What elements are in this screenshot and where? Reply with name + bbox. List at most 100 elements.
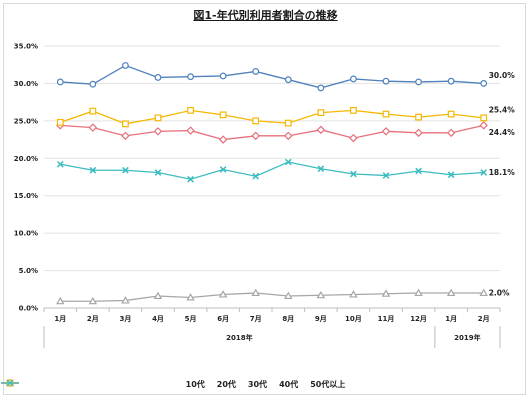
x-tick-label: 10月	[345, 315, 362, 323]
series-4: 25.4%	[56, 105, 515, 128]
x-tick-label: 9月	[315, 315, 327, 323]
data-point	[447, 171, 455, 179]
y-tick-label: 5.0%	[19, 267, 38, 275]
data-point	[349, 133, 358, 143]
data-point	[251, 131, 260, 141]
data-point	[252, 172, 260, 180]
data-point	[316, 290, 326, 299]
data-point	[415, 113, 422, 121]
legend-label: 30代	[247, 380, 268, 389]
data-point	[316, 125, 326, 135]
data-point	[480, 80, 488, 87]
data-point	[153, 291, 163, 300]
data-point	[479, 288, 488, 297]
data-point	[56, 78, 64, 86]
data-point	[252, 68, 260, 75]
series-line	[60, 109, 484, 125]
x-tick-label: 5月	[185, 315, 197, 323]
data-point	[219, 111, 227, 119]
series-line	[60, 161, 484, 180]
y-tick-label: 35.0%	[14, 43, 38, 51]
x-tick-label: 2月	[87, 315, 99, 323]
data-label: 24.4%	[489, 128, 516, 137]
series-5: 18.1%	[56, 158, 516, 183]
legend-label: 20代	[216, 380, 236, 389]
x-tick-label: 1月	[445, 315, 457, 323]
chart-title: 図1-年代別利用者割合の推移	[193, 9, 338, 22]
series-2: 30.0%	[56, 62, 516, 92]
data-point	[350, 170, 357, 178]
legend-entry: 40代	[1, 379, 299, 390]
legend-entry: 10代	[1, 379, 205, 390]
series-line	[60, 124, 484, 141]
data-point	[186, 126, 195, 135]
data-point	[480, 169, 488, 176]
data-point	[447, 110, 455, 118]
y-tick-label: 25.0%	[14, 117, 38, 125]
legend-entry: 50代以上	[1, 379, 345, 390]
series-line	[60, 292, 484, 302]
data-point	[88, 296, 98, 305]
data-point	[381, 127, 391, 136]
data-point	[88, 123, 98, 132]
data-point	[122, 120, 129, 128]
data-label: 18.1%	[489, 168, 516, 177]
chart-legend: 10代 20代 30代 40代 50代以上	[0, 379, 531, 390]
data-point	[218, 290, 228, 298]
data-point	[446, 128, 456, 138]
data-point	[284, 158, 292, 166]
data-point	[284, 131, 293, 141]
data-point	[121, 296, 130, 304]
data-label: 2.0%	[489, 289, 510, 298]
legend-entry: 30代	[1, 379, 268, 390]
data-point	[56, 160, 64, 168]
data-point	[415, 167, 422, 175]
y-tick-label: 0.0%	[19, 305, 38, 313]
y-tick-label: 20.0%	[14, 155, 38, 163]
data-point	[122, 62, 129, 69]
y-tick-label: 15.0%	[14, 192, 38, 200]
x-tick-label: 6月	[217, 315, 229, 323]
x-tick-label: 11月	[378, 315, 395, 323]
data-point	[187, 106, 194, 114]
x-tick-label: 3月	[119, 315, 131, 323]
series-3: 24.4%	[56, 121, 516, 144]
x-tick-label: 2月	[478, 315, 490, 323]
x-tick-label: 12月	[410, 315, 427, 323]
data-point	[154, 74, 162, 81]
data-point	[350, 75, 357, 83]
x-tick-label: 1月	[54, 315, 66, 323]
legend-label: 40代	[279, 380, 299, 389]
data-point	[317, 84, 325, 92]
data-point	[446, 288, 456, 297]
data-point	[381, 289, 391, 297]
data-point	[121, 131, 130, 141]
data-point	[218, 135, 228, 144]
data-point	[187, 73, 194, 81]
y-tick-label: 10.0%	[14, 230, 38, 238]
data-point	[89, 107, 97, 115]
data-point	[252, 117, 260, 125]
data-point	[153, 127, 163, 136]
year-label: 2019年	[454, 333, 480, 342]
data-point	[219, 72, 227, 80]
x-tick-label: 8月	[282, 315, 294, 323]
x-tick-label: 7月	[250, 315, 262, 323]
data-point	[447, 77, 455, 85]
data-point	[415, 78, 422, 86]
data-point	[284, 119, 292, 127]
data-point	[382, 110, 390, 118]
data-point	[89, 166, 97, 174]
series-1: 2.0%	[56, 288, 510, 305]
data-point	[284, 291, 293, 300]
chart-frame	[3, 3, 526, 395]
data-point	[480, 114, 488, 122]
data-point	[414, 288, 423, 297]
legend-label: 10代	[185, 380, 205, 389]
data-point	[317, 109, 325, 117]
data-point	[56, 296, 65, 305]
data-label: 30.0%	[489, 71, 516, 80]
data-point	[187, 175, 194, 183]
data-point	[186, 293, 195, 301]
data-point	[479, 121, 488, 130]
